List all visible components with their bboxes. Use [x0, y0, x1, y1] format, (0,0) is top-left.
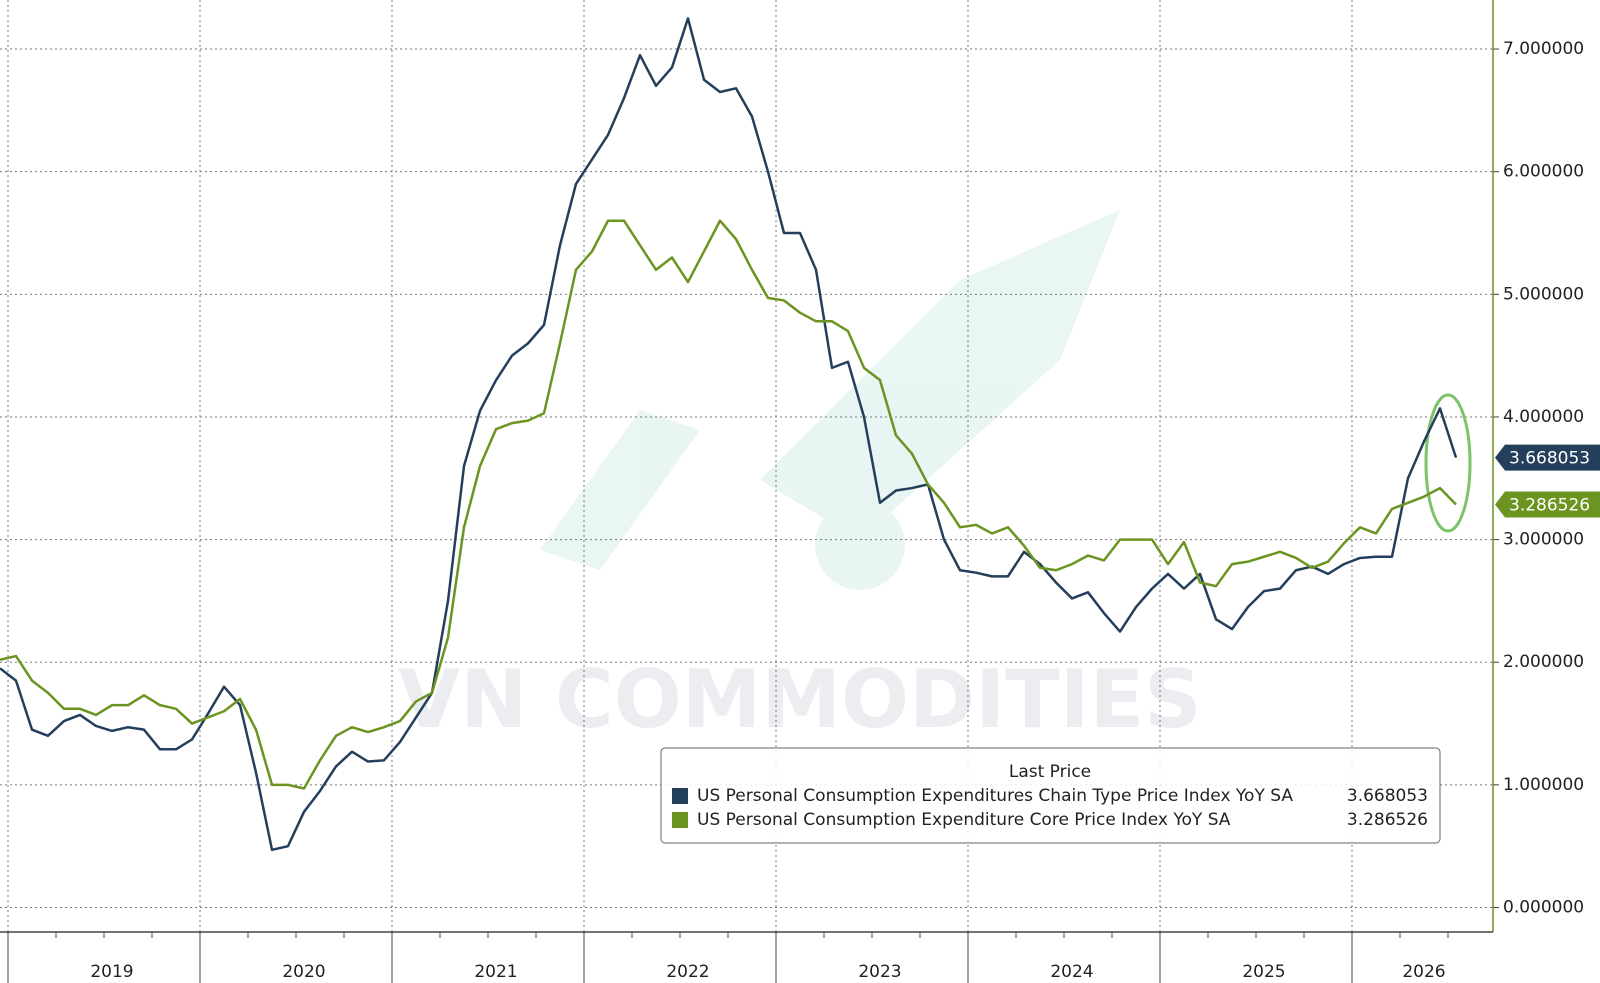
series-line: [0, 17, 1458, 852]
x-tick-label: 2021: [474, 962, 517, 982]
x-tick-label: 2022: [666, 962, 709, 982]
legend-title: Last Price: [1009, 762, 1091, 782]
x-tick-label: 2024: [1050, 962, 1093, 982]
value-tag: [1495, 491, 1600, 518]
legend-value: 3.286526: [1347, 810, 1428, 830]
legend: Last Price US Personal Consumption Expen…: [660, 747, 1441, 844]
legend-label: US Personal Consumption Expenditures Cha…: [697, 786, 1293, 806]
x-tick-label: 2026: [1402, 962, 1445, 982]
grid: [0, 0, 1493, 932]
legend-swatch: [672, 812, 688, 828]
y-tick-label: 7.000000: [1503, 39, 1584, 59]
x-tick-label: 2020: [282, 962, 325, 982]
legend-box: [660, 747, 1441, 844]
highlight-ellipse: [1424, 393, 1472, 533]
legend-value: 3.668053: [1347, 786, 1428, 806]
y-tick-label: 2.000000: [1503, 652, 1584, 672]
y-tick-label: 5.000000: [1503, 284, 1584, 304]
series-line: [0, 219, 1457, 790]
value-tag-label: 3.286526: [1509, 495, 1590, 515]
x-tick-label: 2025: [1242, 962, 1285, 982]
y-tick-label: 6.000000: [1503, 162, 1584, 182]
y-tick-label: 0.000000: [1503, 897, 1584, 917]
legend-label: US Personal Consumption Expenditure Core…: [697, 810, 1231, 830]
watermark-logo: [540, 210, 1120, 590]
x-tick-label: 2023: [858, 962, 901, 982]
value-tag-label: 3.668053: [1509, 449, 1590, 469]
y-tick-label: 3.000000: [1503, 530, 1584, 550]
x-tick-label: 2019: [90, 962, 133, 982]
y-tick-label: 4.000000: [1503, 407, 1584, 427]
legend-swatch: [672, 788, 688, 804]
value-tag: [1495, 444, 1600, 471]
watermark: VN COMMODITIES: [398, 653, 1201, 746]
y-tick-label: 1.000000: [1503, 775, 1584, 795]
